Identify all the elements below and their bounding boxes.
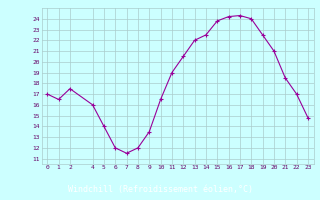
Text: Windchill (Refroidissement éolien,°C): Windchill (Refroidissement éolien,°C): [68, 185, 252, 194]
